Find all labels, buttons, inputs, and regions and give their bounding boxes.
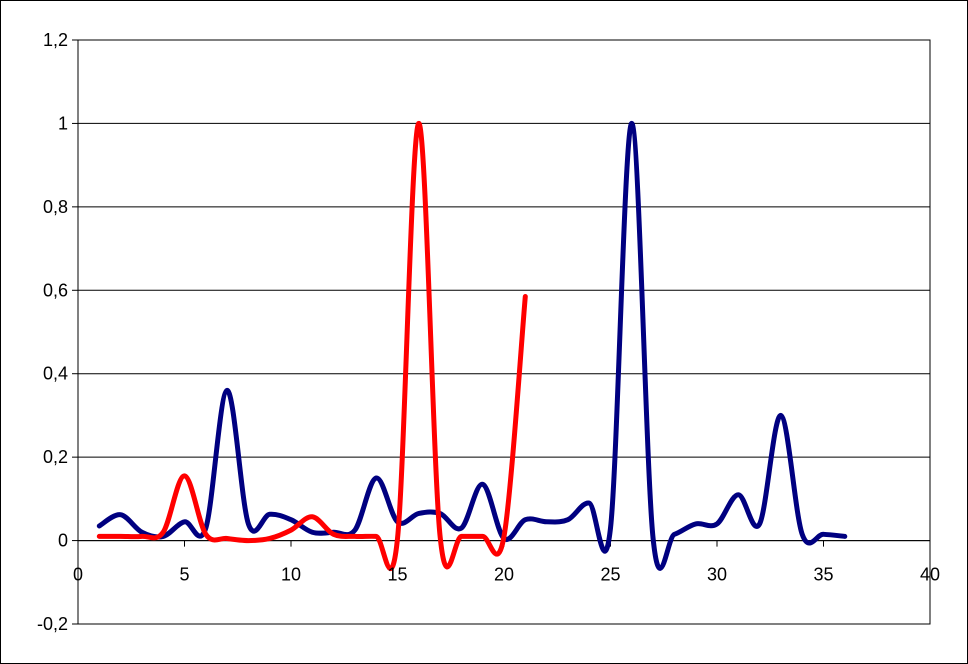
y-tick-label: 0 bbox=[58, 531, 68, 551]
y-tick-label: 0,4 bbox=[43, 364, 68, 384]
x-tick-label: 35 bbox=[813, 565, 833, 585]
y-tick-label: -0,2 bbox=[37, 614, 68, 634]
series-line-2 bbox=[96, 120, 528, 572]
x-tick-label: 10 bbox=[281, 565, 301, 585]
y-tick-label: 0,2 bbox=[43, 447, 68, 467]
x-tick-label: 20 bbox=[494, 565, 514, 585]
tick-labels: -0,2 0 0,2 0,4 0,6 0,8 1 1,2 0 5 10 15 20 25 30 35 40 bbox=[37, 30, 940, 634]
x-tick-label: 30 bbox=[707, 565, 727, 585]
y-tick-label: 0,8 bbox=[43, 197, 68, 217]
y-tick-label: 1,2 bbox=[43, 30, 68, 50]
y-tick-label: 0,6 bbox=[43, 280, 68, 300]
x-tick-label: 25 bbox=[600, 565, 620, 585]
x-tick-label: 40 bbox=[920, 565, 940, 585]
x-tick-label: 0 bbox=[73, 565, 83, 585]
series-line-1 bbox=[96, 120, 848, 571]
series-lines bbox=[96, 120, 848, 572]
x-tick-label: 5 bbox=[179, 565, 189, 585]
x-tick-label: 15 bbox=[387, 565, 407, 585]
y-tick-label: 1 bbox=[58, 113, 68, 133]
plot-area-border bbox=[77, 39, 931, 625]
